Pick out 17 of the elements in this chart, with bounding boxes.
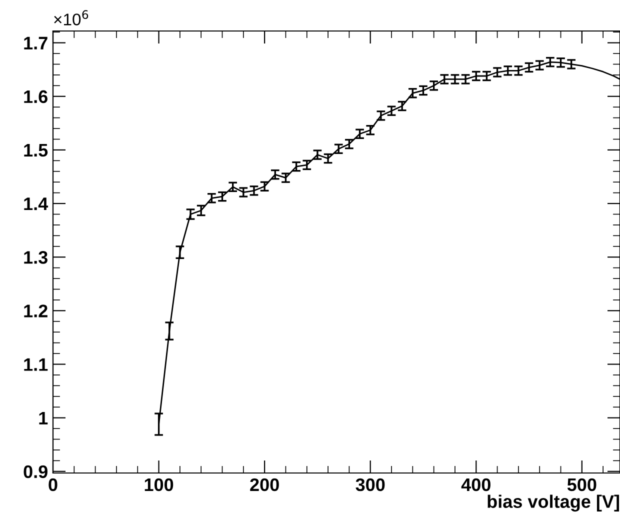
y-tick-label: 1.2 xyxy=(24,304,48,318)
y-tick-label: 1 xyxy=(39,412,48,424)
y-tick-label: 1.5 xyxy=(24,144,48,157)
y-tick-label: 1.6 xyxy=(24,90,48,104)
x-axis-title: bias voltage [V] xyxy=(488,494,619,512)
x-tick-label: 400 xyxy=(461,478,490,492)
x-tick-label: 100 xyxy=(144,478,174,492)
y-tick-label: 1.7 xyxy=(24,36,48,50)
y-tick-label: 1.4 xyxy=(24,198,48,210)
y-tick-label: 1.3 xyxy=(24,251,48,264)
y-tick-label: 0.9 xyxy=(24,465,48,478)
x-tick-label: 200 xyxy=(250,478,279,492)
text: ×10$^{6}$ xyxy=(54,10,88,26)
x-tick-label: 0 xyxy=(48,478,58,492)
y-tick-label: 1.1 xyxy=(24,358,48,371)
x-tick-label: 500 xyxy=(567,478,596,492)
x-tick-label: 300 xyxy=(356,478,385,492)
